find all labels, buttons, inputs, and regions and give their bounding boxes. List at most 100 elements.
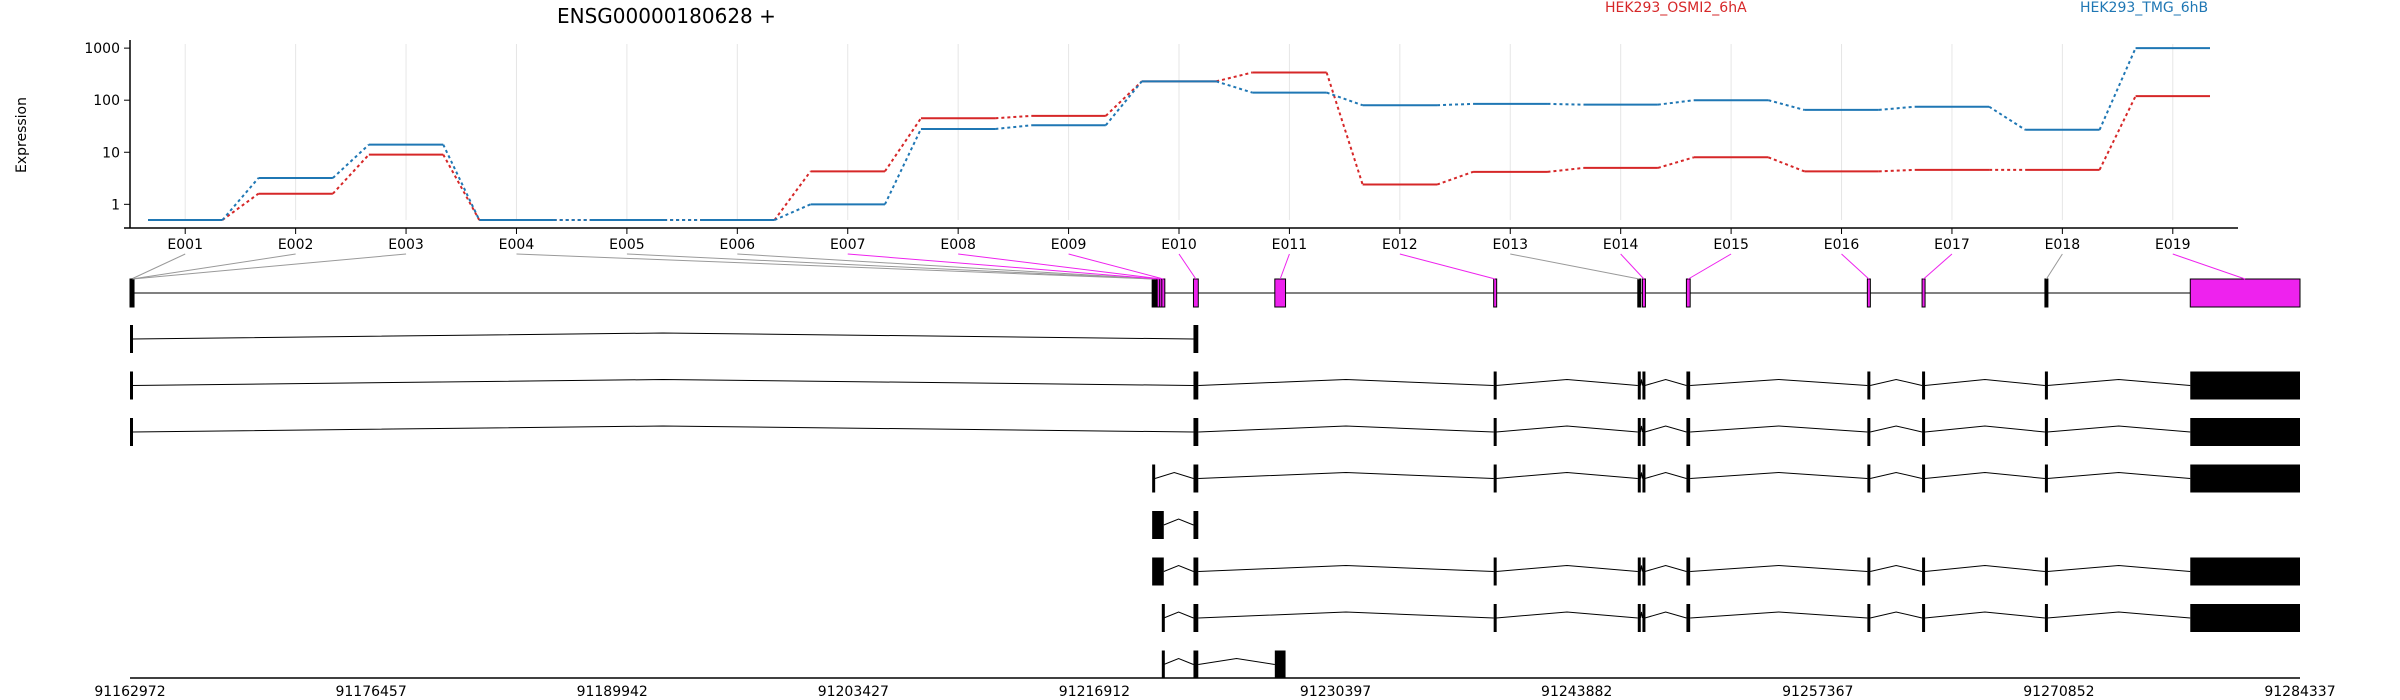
genomic-tick-label: 91270852 <box>2023 684 2094 700</box>
transcript-intron <box>1644 564 1687 572</box>
x-tick-label: E019 <box>2155 237 2191 253</box>
transcript-exon <box>2190 604 2300 632</box>
series-connector <box>332 153 370 195</box>
series-connector <box>1768 99 1805 111</box>
transcript-row-5 <box>1152 511 1199 539</box>
transcript-exon <box>1637 371 1641 400</box>
series-connector <box>1215 71 1253 83</box>
series-connector <box>884 128 922 205</box>
gene-model-exon-E017 <box>1921 278 1926 308</box>
gene-model-exon-E013 <box>1637 278 1642 308</box>
transcript-intron <box>1870 425 1923 433</box>
transcript-intron <box>1870 378 1923 386</box>
transcript-intron <box>1870 611 1923 619</box>
transcript-exon <box>1161 604 1165 632</box>
transcript-exon <box>1637 418 1641 446</box>
series-connector <box>1657 156 1695 169</box>
genomic-tick-label: 91230397 <box>1300 684 1371 700</box>
transcript-intron <box>1924 564 2045 572</box>
y-axis-label: Expression <box>14 97 30 173</box>
genomic-tick-label: 91189942 <box>577 684 648 700</box>
y-tick-label: 100 <box>93 93 120 109</box>
transcript-intron <box>1198 425 1494 433</box>
transcript-row-1 <box>130 325 1199 353</box>
series-connector <box>1878 105 1915 111</box>
transcript-intron <box>1639 611 1643 619</box>
series-connector <box>773 170 812 221</box>
x-tick-label: E006 <box>720 237 756 253</box>
transcript-intron <box>1924 611 2045 619</box>
transcript-intron <box>1690 564 1868 572</box>
transcript-exon <box>2044 464 2048 493</box>
genomic-tick-label: 91216912 <box>1059 684 1130 700</box>
exon-label-connector <box>131 253 296 280</box>
series-connector <box>1547 166 1584 173</box>
exon-label-connector <box>132 253 407 280</box>
exon-label-connector <box>1688 253 1732 280</box>
gene-model-exon-E010 <box>1192 278 1199 308</box>
genomic-tick-label: 91176457 <box>335 684 406 700</box>
exon-label-connector <box>958 253 1162 280</box>
series-connector <box>332 143 370 179</box>
transcript-exon <box>1152 557 1164 586</box>
exon-label-connector <box>737 253 1157 280</box>
y-tick-label: 1000 <box>84 41 120 57</box>
transcript-exon <box>1867 464 1871 493</box>
gene-model-exon-E011 <box>1274 278 1287 308</box>
transcript-intron <box>1639 565 1643 572</box>
transcript-exon <box>1193 557 1199 586</box>
transcript-exon <box>1493 604 1497 632</box>
series-connector <box>1767 156 1805 173</box>
transcript-track-area: 91162972 91176457 91189942 91203427 91216912… <box>94 253 2336 700</box>
x-tick-label: E013 <box>1492 237 1528 253</box>
transcript-intron <box>1198 657 1275 665</box>
exon-label-connector <box>516 253 1154 280</box>
transcript-intron <box>131 332 1194 340</box>
transcript-exon <box>1922 418 1926 446</box>
chart-title: ENSG00000180628 + <box>557 4 776 28</box>
transcript-exon <box>2190 557 2300 586</box>
transcript-exon <box>130 371 133 400</box>
exon-label-connector <box>1279 253 1290 280</box>
genomic-tick-label: 91257367 <box>1782 684 1853 700</box>
series-connector <box>884 117 922 172</box>
transcript-intron <box>1163 611 1194 619</box>
transcript-exon <box>1193 418 1199 446</box>
transcript-exon <box>1686 464 1691 493</box>
transcript-row-2 <box>130 371 2300 400</box>
series-connector <box>774 203 811 221</box>
x-tick-label: E004 <box>499 237 535 253</box>
transcript-exon <box>1193 371 1199 400</box>
transcript-intron <box>1924 471 2045 479</box>
transcript-row-4 <box>1152 464 2300 493</box>
exon-label-connector <box>131 253 186 280</box>
transcript-exon <box>1686 371 1691 400</box>
transcript-exon <box>1922 371 1926 400</box>
x-tick-label: E008 <box>940 237 976 253</box>
x-tick-label: E017 <box>1934 237 1970 253</box>
transcript-exon <box>2190 371 2300 400</box>
transcript-intron <box>131 425 1194 433</box>
transcript-exon <box>1193 325 1199 353</box>
transcript-intron <box>1154 471 1194 479</box>
transcript-exon <box>1642 604 1646 632</box>
transcript-intron <box>2047 611 2191 619</box>
x-tick-label: E001 <box>167 237 203 253</box>
transcript-exon <box>2044 604 2048 632</box>
gene-model-exon-E015 <box>1685 278 1691 308</box>
transcript-exon <box>1152 511 1164 539</box>
transcript-intron <box>1639 379 1643 386</box>
genomic-tick-label: 91203427 <box>818 684 889 700</box>
transcript-intron <box>1496 378 1638 386</box>
transcript-intron <box>1639 425 1643 433</box>
transcript-intron <box>2047 471 2191 479</box>
transcript-intron <box>1198 611 1494 619</box>
transcript-intron <box>1644 425 1687 433</box>
transcript-exon <box>1686 604 1691 632</box>
transcript-intron <box>1163 564 1194 572</box>
transcript-intron <box>2047 378 2191 386</box>
gene-model-exon-E018 <box>2044 278 2049 308</box>
transcript-row-8 <box>1161 650 1286 679</box>
transcript-exon <box>1686 418 1691 446</box>
